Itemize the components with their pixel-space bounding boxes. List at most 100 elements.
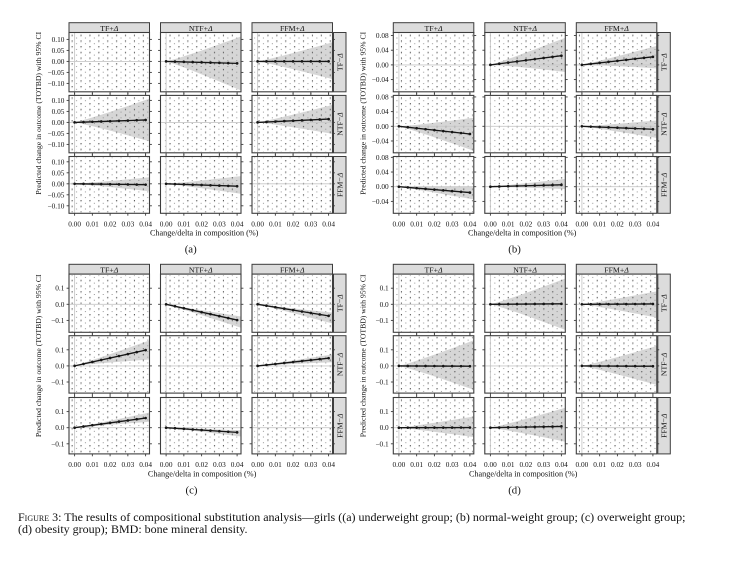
svg-text:0.03: 0.03 — [446, 219, 459, 228]
svg-text:0.05: 0.05 — [52, 46, 65, 55]
svg-text:0.00: 0.00 — [52, 57, 65, 66]
svg-text:0.08: 0.08 — [376, 31, 389, 40]
svg-text:0.03: 0.03 — [304, 460, 317, 469]
svg-text:−0.1: −0.1 — [375, 316, 389, 325]
svg-text:0.05: 0.05 — [52, 168, 65, 177]
svg-text:FFM−Δ: FFM−Δ — [335, 413, 344, 438]
svg-text:0.02: 0.02 — [428, 219, 441, 228]
svg-text:0.05: 0.05 — [52, 107, 65, 116]
svg-text:0.00: 0.00 — [393, 460, 406, 469]
svg-text:0.04: 0.04 — [322, 460, 335, 469]
svg-text:0.01: 0.01 — [86, 460, 99, 469]
svg-text:0.00: 0.00 — [251, 219, 264, 228]
svg-text:0.04: 0.04 — [555, 219, 568, 228]
svg-text:−0.1: −0.1 — [375, 439, 389, 448]
svg-text:0.01: 0.01 — [593, 219, 606, 228]
svg-text:TF−Δ: TF−Δ — [660, 53, 669, 71]
svg-text:0.00: 0.00 — [68, 219, 81, 228]
svg-text:NTF+Δ: NTF+Δ — [189, 266, 213, 275]
svg-text:0.02: 0.02 — [287, 219, 300, 228]
svg-text:TF−Δ: TF−Δ — [335, 294, 344, 312]
svg-text:0.1: 0.1 — [380, 345, 389, 354]
svg-text:(b): (b) — [508, 244, 521, 256]
svg-text:0.01: 0.01 — [177, 219, 190, 228]
svg-text:(c): (c) — [186, 484, 198, 496]
svg-text:0.03: 0.03 — [537, 219, 550, 228]
svg-text:0.01: 0.01 — [86, 219, 99, 228]
svg-text:0.02: 0.02 — [520, 219, 533, 228]
svg-text:0.10: 0.10 — [52, 96, 65, 105]
svg-text:NTF−Δ: NTF−Δ — [660, 112, 669, 136]
svg-text:FFM−Δ: FFM−Δ — [335, 172, 344, 197]
svg-text:0.04: 0.04 — [464, 219, 477, 228]
svg-text:0.03: 0.03 — [213, 219, 226, 228]
svg-text:0.03: 0.03 — [121, 219, 134, 228]
svg-text:0.01: 0.01 — [502, 219, 515, 228]
svg-text:0.02: 0.02 — [520, 460, 533, 469]
svg-text:−0.1: −0.1 — [375, 378, 389, 387]
svg-text:0.10: 0.10 — [52, 157, 65, 166]
svg-text:0.01: 0.01 — [269, 460, 282, 469]
svg-text:−0.1: −0.1 — [51, 378, 65, 387]
svg-text:0.04: 0.04 — [376, 107, 389, 116]
svg-text:0.01: 0.01 — [410, 460, 423, 469]
svg-text:FFM+Δ: FFM+Δ — [280, 266, 305, 275]
svg-text:−0.10: −0.10 — [48, 201, 65, 210]
svg-text:0.00: 0.00 — [160, 219, 173, 228]
svg-text:−0.10: −0.10 — [48, 79, 65, 88]
svg-text:0.02: 0.02 — [195, 219, 208, 228]
svg-text:0.0: 0.0 — [55, 361, 64, 370]
svg-text:NTF−Δ: NTF−Δ — [335, 352, 344, 376]
svg-text:−0.04: −0.04 — [372, 75, 389, 84]
svg-text:NTF−Δ: NTF−Δ — [660, 352, 669, 376]
svg-text:0.02: 0.02 — [428, 460, 441, 469]
svg-text:0.00: 0.00 — [376, 182, 389, 191]
svg-text:0.02: 0.02 — [287, 460, 300, 469]
svg-text:FFM+Δ: FFM+Δ — [604, 24, 629, 33]
svg-text:Change/delta in composition (%: Change/delta in composition (%) — [150, 229, 259, 238]
svg-text:(a): (a) — [185, 244, 197, 256]
svg-text:0.00: 0.00 — [160, 460, 173, 469]
svg-text:0.08: 0.08 — [376, 92, 389, 101]
svg-text:−0.05: −0.05 — [48, 190, 65, 199]
svg-text:0.1: 0.1 — [55, 284, 64, 293]
svg-text:FFM−Δ: FFM−Δ — [660, 172, 669, 197]
svg-text:0.04: 0.04 — [647, 219, 660, 228]
svg-text:0.1: 0.1 — [55, 407, 64, 416]
svg-text:0.00: 0.00 — [576, 460, 589, 469]
svg-text:Change/delta in composition (%: Change/delta in composition (%) — [468, 229, 577, 238]
svg-text:0.04: 0.04 — [139, 460, 152, 469]
svg-text:0.00: 0.00 — [484, 460, 497, 469]
svg-text:0.04: 0.04 — [647, 460, 660, 469]
svg-text:−0.1: −0.1 — [51, 439, 65, 448]
svg-text:0.01: 0.01 — [593, 460, 606, 469]
svg-text:Predicted change in outcome (T: Predicted change in outcome (TOTBD) with… — [34, 274, 43, 437]
svg-text:FFM+Δ: FFM+Δ — [604, 266, 629, 275]
svg-text:−0.1: −0.1 — [51, 316, 65, 325]
svg-text:0.04: 0.04 — [464, 460, 477, 469]
svg-text:TF−Δ: TF−Δ — [660, 294, 669, 312]
svg-text:0.04: 0.04 — [231, 460, 244, 469]
svg-text:0.01: 0.01 — [177, 460, 190, 469]
svg-text:0.00: 0.00 — [376, 122, 389, 131]
svg-text:−0.04: −0.04 — [372, 197, 389, 206]
svg-text:−0.05: −0.05 — [48, 129, 65, 138]
svg-text:0.04: 0.04 — [139, 219, 152, 228]
svg-text:0.04: 0.04 — [555, 460, 568, 469]
svg-text:0.03: 0.03 — [629, 219, 642, 228]
svg-text:0.01: 0.01 — [502, 460, 515, 469]
svg-text:TF−Δ: TF−Δ — [335, 53, 344, 71]
svg-text:0.0: 0.0 — [55, 300, 64, 309]
svg-text:TF+Δ: TF+Δ — [100, 266, 119, 275]
svg-text:0.03: 0.03 — [121, 460, 134, 469]
svg-text:0.02: 0.02 — [195, 460, 208, 469]
svg-text:0.00: 0.00 — [251, 460, 264, 469]
svg-text:0.03: 0.03 — [213, 460, 226, 469]
svg-text:−0.10: −0.10 — [48, 140, 65, 149]
svg-text:0.0: 0.0 — [55, 423, 64, 432]
svg-text:FFM−Δ: FFM−Δ — [660, 413, 669, 438]
svg-text:NTF+Δ: NTF+Δ — [513, 266, 537, 275]
svg-text:0.04: 0.04 — [376, 168, 389, 177]
svg-text:0.00: 0.00 — [576, 219, 589, 228]
svg-text:0.02: 0.02 — [104, 460, 117, 469]
